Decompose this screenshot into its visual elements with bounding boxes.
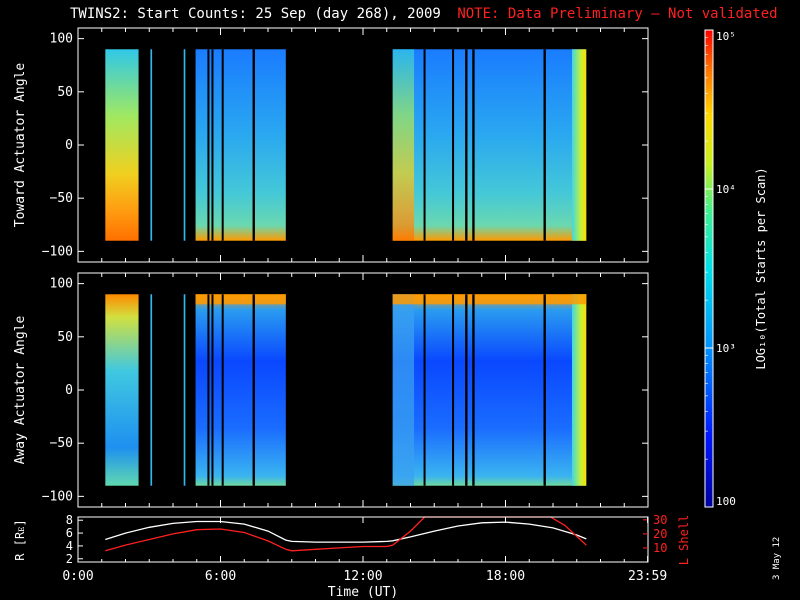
x-tick-label: 23:59	[628, 569, 667, 584]
colorbar-tick-label: 100	[716, 495, 736, 508]
y-left-axis-label: R [Rᴇ]	[13, 519, 27, 560]
y-right-tick-label: 10	[653, 541, 667, 555]
y-tick-label: 0	[65, 138, 73, 153]
colorbar-tick-label: 10⁵	[716, 30, 736, 43]
data-gap	[252, 294, 255, 486]
y-tick-label: 50	[57, 330, 73, 345]
y-tick-label: 0	[65, 383, 73, 398]
data-gap	[452, 49, 455, 241]
data-block	[105, 49, 139, 241]
x-tick-label: 18:00	[486, 569, 525, 584]
page-title: TWINS2: Start Counts: 25 Sep (day 268), …	[70, 6, 778, 22]
data-gap	[211, 49, 214, 241]
y-axis-label: Away Actuator Angle	[13, 315, 28, 464]
x-axis-label: Time (UT)	[328, 585, 398, 600]
y-tick-label: −100	[42, 489, 73, 504]
data-block	[195, 49, 286, 241]
y-tick-label: 4	[66, 539, 73, 553]
data-block	[392, 49, 587, 241]
data-gap	[472, 49, 475, 241]
data-block	[105, 294, 139, 486]
colorbar-gradient	[705, 30, 713, 507]
data-block-edge	[572, 294, 587, 486]
x-tick-label: 6:00	[205, 569, 236, 584]
y-axis-label: Toward Actuator Angle	[13, 63, 28, 228]
chart-title: TWINS2: Start Counts: 25 Sep (day 268), …	[70, 6, 441, 22]
radius-line	[105, 520, 587, 543]
data-block-edge	[392, 294, 415, 486]
y-right-axis-label: L Shell	[677, 515, 691, 566]
y-tick-label: 6	[66, 526, 73, 540]
data-block	[183, 294, 186, 486]
data-gap	[423, 294, 426, 486]
data-block	[150, 294, 153, 486]
y-right-tick-label: 30	[653, 513, 667, 527]
data-gap	[221, 294, 224, 486]
data-gap	[207, 294, 210, 486]
date-stamp: 3 May 12	[772, 536, 782, 580]
colorbar-tick-label: 10⁴	[716, 183, 736, 196]
data-gap	[423, 49, 426, 241]
data-block	[150, 49, 153, 241]
y-tick-label: 8	[66, 513, 73, 527]
colorbar-label: LOG₁₀(Total Starts per Scan)	[754, 167, 768, 369]
preliminary-note: NOTE: Data Preliminary – Not validated	[457, 6, 778, 22]
colorbar-tick-label: 10³	[716, 342, 736, 355]
data-block	[183, 49, 186, 241]
data-band	[195, 294, 286, 305]
data-gap	[543, 294, 546, 486]
data-gap	[207, 49, 210, 241]
y-tick-label: 100	[50, 32, 73, 47]
data-band	[392, 294, 587, 305]
x-tick-label: 0:00	[62, 569, 93, 584]
y-tick-label: 50	[57, 85, 73, 100]
y-tick-label: −50	[50, 436, 73, 451]
data-block	[195, 294, 286, 486]
lshell-line	[105, 516, 587, 552]
y-tick-label: 100	[50, 277, 73, 292]
y-tick-label: −50	[50, 191, 73, 206]
data-block-edge	[392, 49, 415, 241]
x-tick-label: 12:00	[343, 569, 382, 584]
y-tick-label: 2	[66, 552, 73, 566]
y-right-tick-label: 20	[653, 527, 667, 541]
data-gap	[543, 49, 546, 241]
y-tick-label: −100	[42, 244, 73, 259]
data-gap	[252, 49, 255, 241]
data-block-edge	[572, 49, 587, 241]
data-block	[392, 294, 587, 486]
data-gap	[221, 49, 224, 241]
data-gap	[211, 294, 214, 486]
data-gap	[452, 294, 455, 486]
data-gap	[465, 49, 468, 241]
data-gap	[465, 294, 468, 486]
data-gap	[472, 294, 475, 486]
